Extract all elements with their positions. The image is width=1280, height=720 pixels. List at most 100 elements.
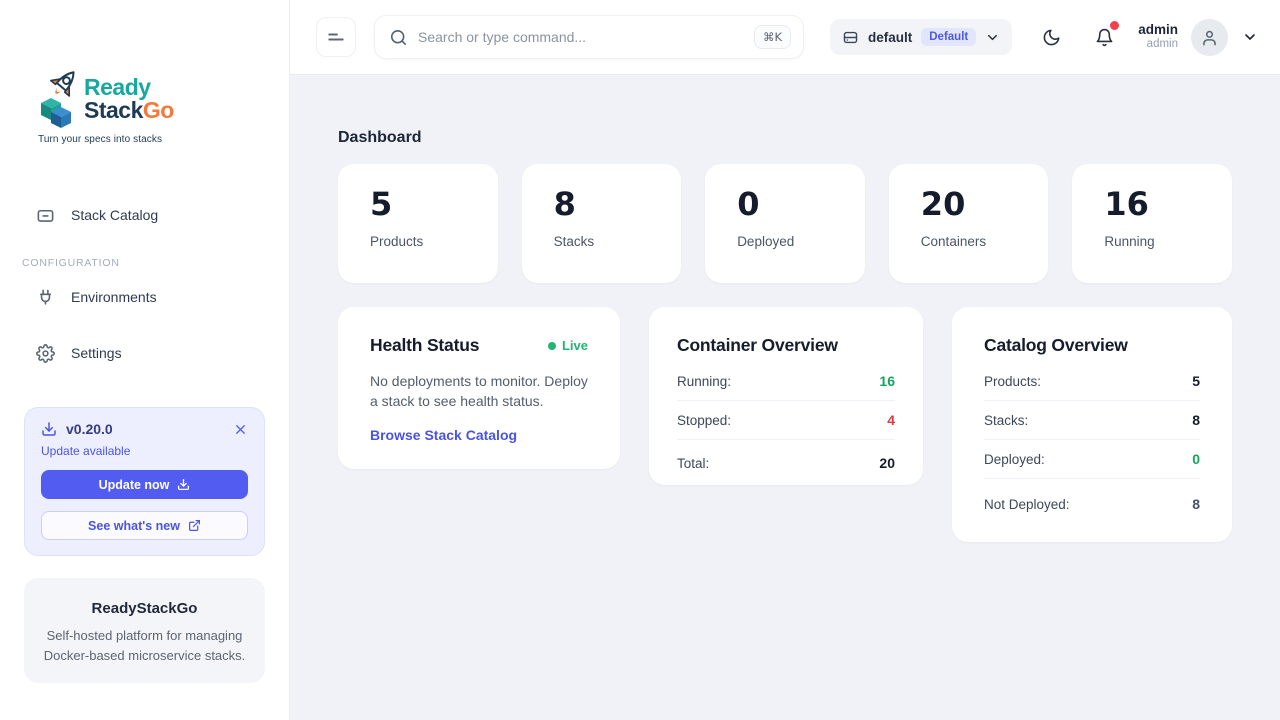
topbar: ⌘K default Default admin bbox=[290, 0, 1280, 75]
stat-card-deployed: 0 Deployed bbox=[705, 164, 865, 283]
menu-icon bbox=[328, 33, 344, 41]
environment-default-badge: Default bbox=[921, 28, 977, 46]
moon-icon bbox=[1043, 29, 1060, 45]
stat-label: Deployed bbox=[737, 234, 795, 249]
row-label: Products: bbox=[984, 373, 1042, 389]
server-icon bbox=[842, 29, 859, 46]
user-name: admin bbox=[1138, 22, 1178, 37]
row-label: Stacks: bbox=[984, 412, 1029, 428]
brand-wordmark: Ready StackGo bbox=[84, 76, 174, 121]
sidebar-item-settings[interactable]: Settings bbox=[0, 333, 289, 373]
health-message: No deployments to monitor. Deploy a stac… bbox=[370, 373, 588, 410]
brand-go: Go bbox=[142, 96, 174, 123]
row-label: Deployed: bbox=[984, 451, 1045, 467]
stat-card-running: 16 Running bbox=[1072, 164, 1232, 283]
stat-card-containers: 20 Containers bbox=[888, 164, 1049, 283]
stat-value: 0 bbox=[737, 185, 760, 223]
row-label: Stopped: bbox=[677, 412, 732, 428]
stat-label: Containers bbox=[920, 234, 987, 249]
overview-row-running: Running: 16 bbox=[677, 362, 895, 401]
gear-icon bbox=[36, 343, 55, 363]
rocket-stack-logo-icon bbox=[41, 71, 75, 128]
live-dot-icon bbox=[547, 341, 556, 350]
stat-label: Products bbox=[370, 234, 424, 249]
menu-toggle-button[interactable] bbox=[316, 17, 356, 57]
row-value: 4 bbox=[887, 412, 895, 428]
row-value: 8 bbox=[1192, 496, 1200, 512]
sidebar-item-environments[interactable]: Environments bbox=[0, 277, 289, 317]
update-banner: v0.20.0 Update available Update now See … bbox=[24, 407, 265, 556]
row-value: 16 bbox=[879, 373, 895, 389]
health-status-title: Health Status bbox=[370, 335, 480, 355]
overview-row-deployed: Deployed: 0 bbox=[984, 440, 1200, 479]
user-icon bbox=[1203, 30, 1216, 45]
row-label: Not Deployed: bbox=[984, 496, 1070, 512]
about-title: ReadyStackGo bbox=[91, 600, 198, 617]
main-area: ⌘K default Default admin bbox=[290, 0, 1280, 720]
update-version: v0.20.0 bbox=[66, 421, 113, 437]
download-icon bbox=[177, 478, 190, 491]
keyboard-shortcut-badge: ⌘K bbox=[753, 25, 791, 49]
row-value: 5 bbox=[1192, 373, 1200, 389]
page-title: Dashboard bbox=[338, 129, 422, 146]
see-whats-new-button[interactable]: See what's new bbox=[41, 511, 248, 540]
stat-card-products: 5 Products bbox=[338, 164, 498, 283]
live-status-badge: Live bbox=[547, 338, 588, 353]
sidebar-item-stack-catalog[interactable]: Stack Catalog bbox=[0, 209, 289, 235]
user-info: admin admin bbox=[1138, 22, 1178, 52]
update-now-button[interactable]: Update now bbox=[41, 470, 248, 499]
row-label: Total: bbox=[677, 455, 710, 471]
stat-value: 8 bbox=[553, 185, 576, 223]
environment-name: default bbox=[867, 29, 913, 45]
search-input[interactable] bbox=[418, 29, 754, 45]
overview-row-stopped: Stopped: 4 bbox=[677, 401, 895, 440]
sidebar: Ready StackGo Turn your specs into stack… bbox=[0, 0, 290, 720]
catalog-overview-card: Catalog Overview Products: 5 Stacks: 8 D… bbox=[952, 307, 1232, 542]
notifications-button[interactable] bbox=[1095, 20, 1120, 47]
chevron-down-icon bbox=[1245, 34, 1255, 40]
container-overview-card: Container Overview Running: 16 Stopped: … bbox=[649, 307, 923, 485]
overview-row-products: Products: 5 bbox=[984, 362, 1200, 401]
stat-card-stacks: 8 Stacks bbox=[521, 164, 682, 283]
sidebar-item-label: Settings bbox=[71, 345, 122, 361]
user-menu-button[interactable] bbox=[1242, 29, 1258, 45]
notification-dot bbox=[1110, 20, 1120, 30]
health-status-card: Health Status Live No deployments to mon… bbox=[338, 307, 620, 469]
stack-catalog-icon bbox=[36, 209, 55, 225]
avatar[interactable] bbox=[1191, 18, 1228, 56]
stats-grid: 5 Products 8 Stacks 0 Deployed 20 Contai… bbox=[338, 164, 1232, 283]
dark-mode-toggle[interactable] bbox=[1042, 28, 1061, 47]
brand-ready: Ready bbox=[84, 74, 151, 100]
row-value: 20 bbox=[879, 455, 895, 471]
search-bar[interactable]: ⌘K bbox=[374, 15, 804, 59]
close-icon[interactable] bbox=[233, 422, 248, 437]
overview-row-stacks: Stacks: 8 bbox=[984, 401, 1200, 440]
about-description: Self-hosted platform for managing Docker… bbox=[43, 628, 246, 663]
chevron-down-icon bbox=[985, 30, 1000, 45]
see-whats-new-label: See what's new bbox=[88, 518, 180, 533]
download-icon bbox=[41, 421, 57, 437]
stat-label: Running bbox=[1104, 234, 1155, 249]
stat-value: 16 bbox=[1104, 185, 1149, 223]
row-value: 8 bbox=[1192, 412, 1200, 428]
environment-selector[interactable]: default Default bbox=[829, 19, 1013, 55]
brand-stack: Stack bbox=[84, 96, 143, 123]
row-label: Running: bbox=[677, 373, 732, 389]
overview-row-total: Total: 20 bbox=[677, 440, 895, 475]
user-role: admin bbox=[1146, 38, 1178, 51]
catalog-overview-title: Catalog Overview bbox=[984, 335, 1128, 355]
sidebar-item-label: Stack Catalog bbox=[71, 209, 159, 223]
stat-label: Stacks bbox=[553, 234, 595, 249]
search-icon bbox=[389, 28, 408, 47]
stat-value: 5 bbox=[370, 185, 393, 223]
overview-grid: Health Status Live No deployments to mon… bbox=[338, 307, 1232, 542]
external-link-icon bbox=[188, 519, 201, 532]
browse-stack-catalog-link[interactable]: Browse Stack Catalog bbox=[370, 426, 518, 443]
update-available-text: Update available bbox=[41, 444, 131, 458]
sidebar-section-configuration: CONFIGURATION bbox=[22, 257, 120, 269]
overview-row-not-deployed: Not Deployed: 8 bbox=[984, 479, 1200, 528]
stat-value: 20 bbox=[920, 185, 966, 223]
dashboard-content: Dashboard 5 Products 8 Stacks 0 Deployed… bbox=[290, 75, 1280, 720]
update-now-label: Update now bbox=[98, 477, 170, 492]
container-overview-title: Container Overview bbox=[677, 335, 838, 355]
